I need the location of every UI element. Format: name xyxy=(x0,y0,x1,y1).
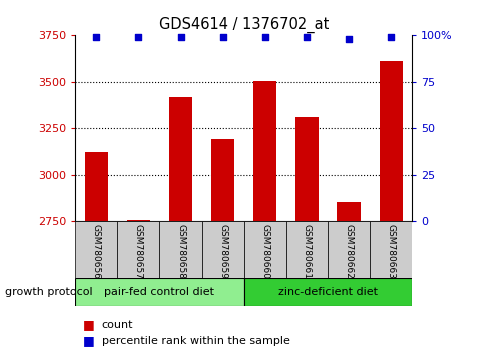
Point xyxy=(176,34,184,40)
Point xyxy=(345,36,352,42)
Bar xyxy=(295,117,318,221)
Bar xyxy=(168,97,192,221)
FancyBboxPatch shape xyxy=(243,278,411,306)
Title: GDS4614 / 1376702_at: GDS4614 / 1376702_at xyxy=(158,16,328,33)
Text: GSM780659: GSM780659 xyxy=(218,224,227,279)
Bar xyxy=(379,62,402,221)
Bar xyxy=(253,81,276,221)
Text: GSM780663: GSM780663 xyxy=(386,224,395,279)
FancyBboxPatch shape xyxy=(369,221,411,278)
Text: zinc-deficient diet: zinc-deficient diet xyxy=(277,287,377,297)
Text: percentile rank within the sample: percentile rank within the sample xyxy=(102,336,289,346)
Point xyxy=(218,34,226,40)
Point xyxy=(260,34,268,40)
Text: GSM780656: GSM780656 xyxy=(91,224,101,279)
Bar xyxy=(211,139,234,221)
Point xyxy=(92,34,100,40)
Bar xyxy=(85,153,107,221)
FancyBboxPatch shape xyxy=(285,221,327,278)
Text: GSM780658: GSM780658 xyxy=(176,224,184,279)
Text: count: count xyxy=(102,320,133,330)
FancyBboxPatch shape xyxy=(117,221,159,278)
Text: pair-fed control diet: pair-fed control diet xyxy=(104,287,214,297)
Text: GSM780661: GSM780661 xyxy=(302,224,311,279)
FancyBboxPatch shape xyxy=(243,221,285,278)
Text: ■: ■ xyxy=(82,334,94,347)
Text: GSM780662: GSM780662 xyxy=(344,224,353,279)
FancyBboxPatch shape xyxy=(75,221,117,278)
Point xyxy=(302,34,310,40)
FancyBboxPatch shape xyxy=(75,278,243,306)
Bar xyxy=(337,202,360,221)
Point xyxy=(387,34,394,40)
FancyBboxPatch shape xyxy=(159,221,201,278)
FancyBboxPatch shape xyxy=(327,221,369,278)
Text: ■: ■ xyxy=(82,319,94,331)
FancyBboxPatch shape xyxy=(201,221,243,278)
Text: growth protocol: growth protocol xyxy=(5,287,92,297)
Text: GSM780660: GSM780660 xyxy=(260,224,269,279)
Point xyxy=(134,34,142,40)
Text: GSM780657: GSM780657 xyxy=(134,224,143,279)
Bar xyxy=(126,220,150,221)
